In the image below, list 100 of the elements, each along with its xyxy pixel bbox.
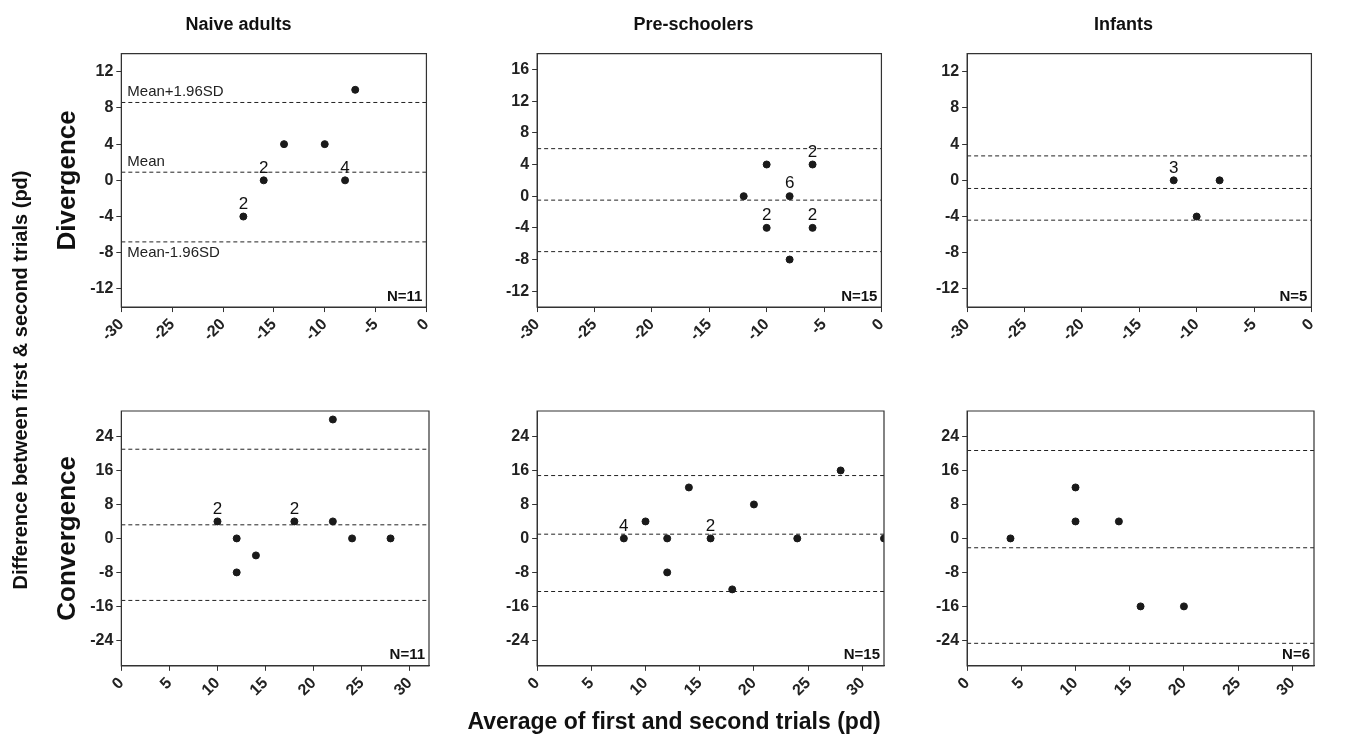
x-tick-label: -15	[250, 315, 280, 344]
point	[259, 176, 268, 185]
point	[1179, 602, 1188, 611]
y-tick-label: 24	[95, 426, 114, 444]
point	[762, 223, 771, 232]
y-tick-label: -8	[514, 249, 530, 267]
x-tick-label: 10	[626, 673, 651, 699]
y-tick-label: 24	[511, 426, 530, 444]
y-tick-label: 0	[104, 528, 114, 546]
point	[1071, 483, 1080, 492]
x-tick-label: 0	[1298, 315, 1317, 334]
annotation: 2	[705, 515, 716, 535]
x-tick-label: 30	[390, 673, 416, 699]
y-tick-label: -8	[99, 243, 114, 261]
x-tick-label: 25	[788, 673, 814, 699]
x-tick-label: 5	[1008, 673, 1027, 693]
x-tick-label: 10	[198, 673, 223, 699]
point	[232, 534, 241, 543]
x-tick-label: 15	[680, 673, 706, 699]
y-axis-title: Convergence	[50, 456, 81, 621]
x-tick-label: 0	[413, 315, 432, 334]
y-tick-label: -24	[90, 630, 114, 648]
y-tick-label: 8	[950, 494, 960, 512]
x-tick-label: -10	[301, 315, 331, 344]
x-tick-label: -15	[686, 315, 715, 344]
x-tick-label: -15	[1116, 315, 1145, 344]
point	[341, 176, 350, 185]
x-tick-label: -10	[1173, 315, 1202, 344]
point	[280, 140, 289, 149]
y-tick-label: 12	[511, 91, 530, 109]
y-tick-label: -8	[944, 243, 960, 261]
ref-line-label: Mean	[127, 151, 165, 169]
point	[1136, 602, 1145, 611]
y-tick-label: -4	[944, 206, 960, 224]
point	[808, 160, 817, 169]
x-tick-label: 20	[734, 673, 760, 699]
y-tick-label: 8	[950, 98, 960, 116]
point	[663, 568, 672, 577]
chart-title: Naive adults	[185, 13, 292, 34]
chart-title: Infants	[1093, 13, 1154, 34]
point	[785, 192, 794, 201]
point	[641, 517, 650, 526]
x-tick-label: -5	[807, 315, 830, 338]
x-tick-label: -20	[199, 315, 229, 344]
point	[762, 160, 771, 169]
y-tick-label: 0	[950, 528, 960, 546]
point	[1114, 517, 1123, 526]
point	[808, 223, 817, 232]
point	[749, 500, 758, 509]
point	[348, 534, 357, 543]
y-tick-label: 0	[104, 170, 114, 188]
x-tick-label: -20	[1058, 315, 1088, 344]
x-tick-label: 25	[342, 673, 367, 699]
x-tick-label: 0	[868, 315, 887, 334]
y-tick-label: 4	[104, 134, 114, 152]
annotation: 4	[340, 157, 350, 177]
annotation: 2	[761, 205, 772, 225]
y-tick-label: -4	[514, 218, 530, 236]
y-tick-label: 16	[941, 460, 960, 478]
annotation: 2	[238, 193, 249, 213]
point	[328, 415, 337, 424]
point	[684, 483, 693, 492]
annotation: N=15	[843, 645, 880, 663]
annotation: N=5	[1279, 286, 1308, 304]
x-tick-label: 10	[1056, 673, 1081, 699]
annotation: 2	[289, 498, 300, 518]
x-tick-label: -25	[571, 315, 600, 344]
y-tick-label: 0	[520, 528, 530, 546]
x-tick-label: 5	[578, 673, 597, 693]
y-tick-label: -16	[506, 596, 530, 614]
point	[351, 85, 360, 94]
x-tick-label: -30	[98, 315, 127, 344]
x-tick-label: 15	[1110, 673, 1136, 699]
y-tick-label: -12	[936, 279, 960, 297]
x-tick-label: 20	[294, 673, 319, 699]
point	[1071, 517, 1080, 526]
point	[706, 534, 715, 543]
x-tick-label: -10	[743, 315, 772, 344]
ref-line-label: Mean+1.96SD	[127, 82, 224, 100]
annotation: N=11	[389, 645, 425, 663]
y-tick-label: 16	[95, 460, 114, 478]
y-tick-label: -12	[90, 279, 114, 297]
x-tick-label: -20	[628, 315, 658, 344]
y-tick-label: -24	[936, 630, 960, 648]
point	[239, 212, 248, 221]
point	[386, 534, 395, 543]
y-tick-label: -16	[936, 596, 960, 614]
point	[619, 534, 628, 543]
x-tick-label: 30	[1272, 673, 1298, 699]
x-tick-label: 25	[1218, 673, 1244, 699]
annotation: 3	[1168, 157, 1179, 177]
annotation: N=15	[841, 286, 878, 304]
y-tick-label: 0	[520, 186, 530, 204]
y-tick-label: 0	[950, 170, 960, 188]
annotation: 2	[807, 141, 818, 161]
annotation: 4	[619, 515, 629, 535]
ref-line-label: Mean-1.96SD	[127, 242, 221, 260]
y-tick-label: 16	[511, 59, 530, 77]
y-tick-label: -8	[514, 562, 530, 580]
x-tick-label: 20	[1164, 673, 1190, 699]
